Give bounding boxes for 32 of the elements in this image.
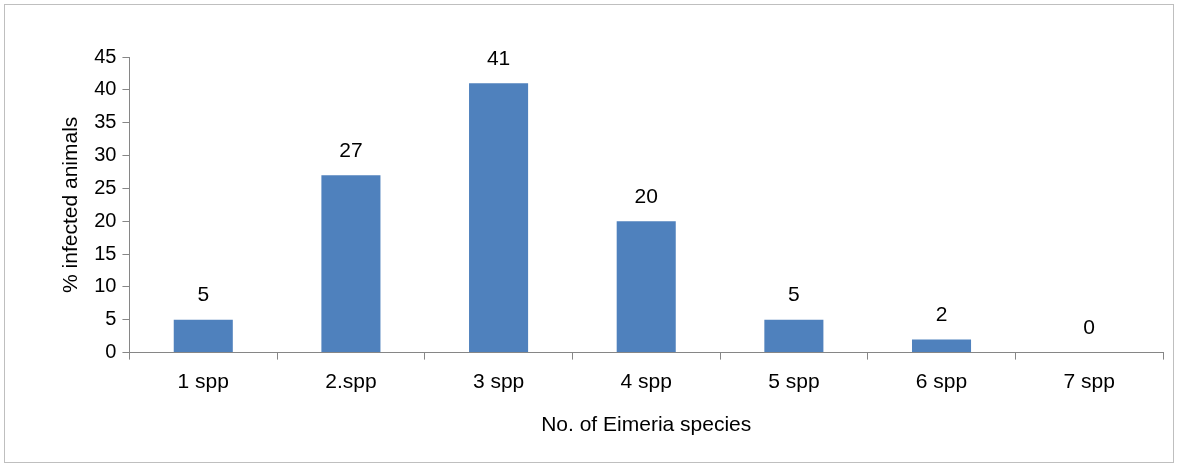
y-tick-label: 25 (94, 175, 117, 198)
bar (173, 319, 233, 353)
bar (469, 83, 529, 353)
data-label: 0 (1083, 314, 1096, 338)
data-label: 5 (197, 282, 210, 306)
data-label: 20 (634, 183, 658, 207)
data-label: 41 (486, 45, 511, 69)
y-tick-label: 0 (105, 340, 117, 363)
x-tick-label: 1 spp (177, 369, 229, 392)
y-tick-label: 35 (94, 110, 117, 133)
y-tick-label: 15 (94, 241, 117, 264)
y-tick-label: 20 (94, 208, 117, 231)
x-axis-title: No. of Eimeria species (541, 412, 752, 436)
y-tick-label: 45 (94, 44, 117, 67)
y-tick-label: 5 (105, 307, 117, 330)
y-tick-label: 30 (94, 143, 117, 166)
x-tick-label: 7 spp (1063, 369, 1115, 392)
y-tick-label: 40 (94, 77, 117, 100)
x-tick-label: 2.spp (325, 369, 377, 392)
bar (911, 339, 972, 353)
x-tick-label: 6 spp (915, 369, 968, 392)
y-axis-title: % infected animals (58, 116, 82, 293)
x-tick-label: 4 spp (620, 369, 672, 392)
bar (764, 319, 824, 353)
data-label: 5 (788, 282, 800, 306)
bar (616, 221, 676, 353)
x-tick-label: 5 spp (768, 369, 820, 392)
data-label: 2 (935, 301, 948, 325)
bar (321, 175, 381, 353)
y-tick-label: 10 (94, 274, 117, 297)
data-label: 27 (339, 137, 363, 161)
x-tick-label: 3 spp (472, 369, 525, 392)
